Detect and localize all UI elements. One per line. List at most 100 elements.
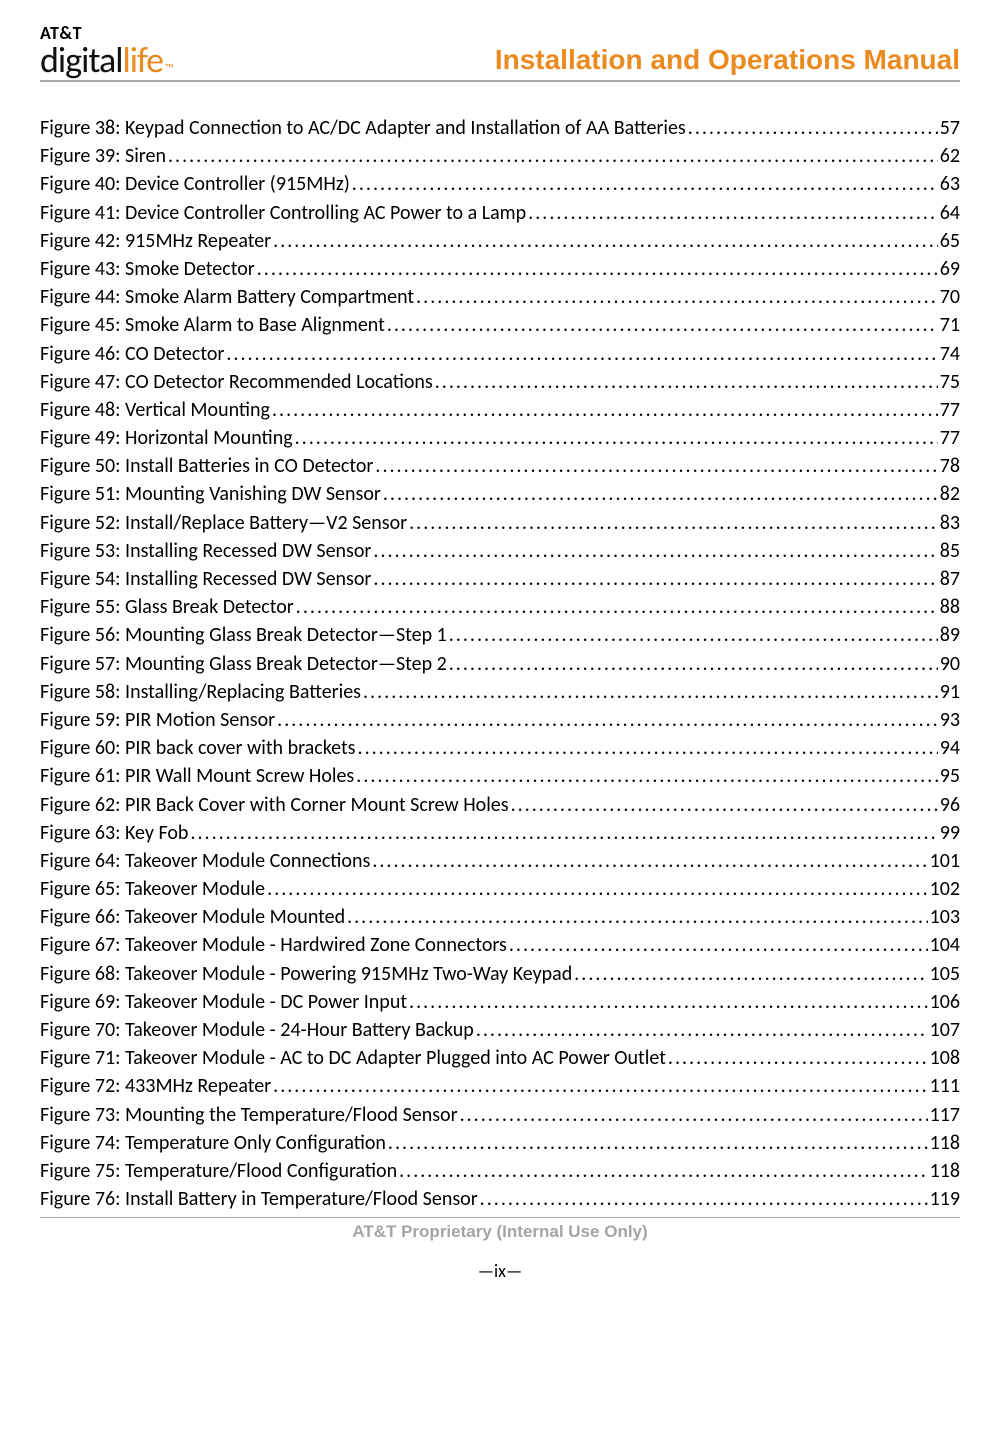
toc-leader-dots [387,311,938,339]
toc-page-number: 96 [940,791,960,819]
toc-page-number: 71 [940,311,960,339]
toc-leader-dots [352,170,938,198]
toc-label: Figure 42: 915MHz Repeater [40,227,271,255]
toc-row: Figure 48: Vertical Mounting 77 [40,396,960,424]
toc-label: Figure 39: Siren [40,142,166,170]
toc-leader-dots [688,114,938,142]
toc-page-number: 118 [930,1157,960,1185]
toc-row: Figure 38: Keypad Connection to AC/DC Ad… [40,114,960,142]
toc-leader-dots [358,734,938,762]
toc-row: Figure 62: PIR Back Cover with Corner Mo… [40,791,960,819]
document-title: Installation and Operations Manual [495,44,960,78]
toc-leader-dots [267,875,927,903]
toc-row: Figure 57: Mounting Glass Break Detector… [40,650,960,678]
toc-label: Figure 63: Key Fob [40,819,188,847]
toc-row: Figure 60: PIR back cover with brackets9… [40,734,960,762]
footer-page-number: —ix— [40,1260,960,1282]
toc-page-number: 87 [940,565,960,593]
toc-page-number: 88 [940,593,960,621]
toc-row: Figure 63: Key Fob99 [40,819,960,847]
toc-leader-dots [449,621,938,649]
toc-label: Figure 66: Takeover Module Mounted [40,903,345,931]
toc-page-number: 102 [930,875,960,903]
toc-leader-dots [356,762,937,790]
page-header: AT&T digital life ™ Installation and Ope… [40,24,960,82]
toc-page-number: 85 [940,537,960,565]
toc-row: Figure 66: Takeover Module Mounted103 [40,903,960,931]
toc-leader-dots [449,650,938,678]
toc-label: Figure 49: Horizontal Mounting [40,424,293,452]
toc-row: Figure 54: Installing Recessed DW Sensor… [40,565,960,593]
toc-leader-dots [511,791,938,819]
toc-label: Figure 45: Smoke Alarm to Base Alignment [40,311,385,339]
toc-label: Figure 52: Install/Replace Battery—V2 Se… [40,509,407,537]
toc-leader-dots [480,1185,928,1213]
toc-page-number: 83 [940,509,960,537]
toc-leader-dots [277,706,938,734]
toc-page-number: 101 [930,847,960,875]
toc-page-number: 78 [940,452,960,480]
toc-label: Figure 71: Takeover Module - AC to DC Ad… [40,1044,666,1072]
toc-row: Figure 56: Mounting Glass Break Detector… [40,621,960,649]
toc-leader-dots [476,1016,928,1044]
toc-page-number: 106 [930,988,960,1016]
toc-row: Figure 45: Smoke Alarm to Base Alignment… [40,311,960,339]
toc-leader-dots [409,509,938,537]
toc-page-number: 118 [930,1129,960,1157]
toc-label: Figure 70: Takeover Module - 24-Hour Bat… [40,1016,474,1044]
toc-label: Figure 76: Install Battery in Temperatur… [40,1185,478,1213]
toc-label: Figure 50: Install Batteries in CO Detec… [40,452,373,480]
toc-row: Figure 41: Device Controller Controlling… [40,199,960,227]
toc-page-number: 107 [930,1016,960,1044]
toc-label: Figure 51: Mounting Vanishing DW Sensor [40,480,381,508]
brand-logo: AT&T digital life ™ [40,24,174,78]
toc-row: Figure 50: Install Batteries in CO Detec… [40,452,960,480]
toc-label: Figure 65: Takeover Module [40,875,265,903]
toc-label: Figure 41: Device Controller Controlling… [40,199,526,227]
toc-page-number: 64 [940,199,960,227]
toc-label: Figure 57: Mounting Glass Break Detector… [40,650,447,678]
toc-label: Figure 48: Vertical Mounting [40,396,270,424]
toc-row: Figure 46: CO Detector74 [40,340,960,368]
toc-leader-dots [272,396,938,424]
toc-label: Figure 74: Temperature Only Configuratio… [40,1129,386,1157]
logo-digitallife: digital life ™ [40,42,174,78]
toc-row: Figure 58: Installing/Replacing Batterie… [40,678,960,706]
toc-row: Figure 72: 433MHz Repeater111 [40,1072,960,1100]
toc-row: Figure 47: CO Detector Recommended Locat… [40,368,960,396]
toc-label: Figure 61: PIR Wall Mount Screw Holes [40,762,354,790]
toc-page-number: 77 [940,396,960,424]
toc-leader-dots [528,199,938,227]
toc-label: Figure 67: Takeover Module - Hardwired Z… [40,931,507,959]
toc-row: Figure 76: Install Battery in Temperatur… [40,1185,960,1213]
toc-leader-dots [373,565,937,593]
toc-row: Figure 43: Smoke Detector 69 [40,255,960,283]
toc-label: Figure 72: 433MHz Repeater [40,1072,271,1100]
toc-leader-dots [668,1044,928,1072]
toc-page-number: 95 [940,762,960,790]
toc-row: Figure 40: Device Controller (915MHz)63 [40,170,960,198]
toc-row: Figure 67: Takeover Module - Hardwired Z… [40,931,960,959]
toc-leader-dots [460,1101,928,1129]
toc-page-number: 104 [930,931,960,959]
toc-row: Figure 39: Siren62 [40,142,960,170]
toc-page-number: 69 [940,255,960,283]
toc-page-number: 94 [940,734,960,762]
toc-label: Figure 62: PIR Back Cover with Corner Mo… [40,791,509,819]
toc-leader-dots [399,1157,927,1185]
toc-row: Figure 55: Glass Break Detector88 [40,593,960,621]
toc-row: Figure 68: Takeover Module - Powering 91… [40,960,960,988]
toc-page-number: 75 [940,368,960,396]
toc-row: Figure 75: Temperature/Flood Configurati… [40,1157,960,1185]
toc-leader-dots [383,480,938,508]
toc-label: Figure 43: Smoke Detector [40,255,255,283]
toc-page-number: 77 [940,424,960,452]
toc-leader-dots [435,368,938,396]
toc-leader-dots [296,593,938,621]
toc-leader-dots [168,142,938,170]
toc-page-number: 91 [940,678,960,706]
toc-row: Figure 44: Smoke Alarm Battery Compartme… [40,283,960,311]
toc-page-number: 74 [940,340,960,368]
toc-row: Figure 74: Temperature Only Configuratio… [40,1129,960,1157]
toc-label: Figure 64: Takeover Module Connections [40,847,370,875]
